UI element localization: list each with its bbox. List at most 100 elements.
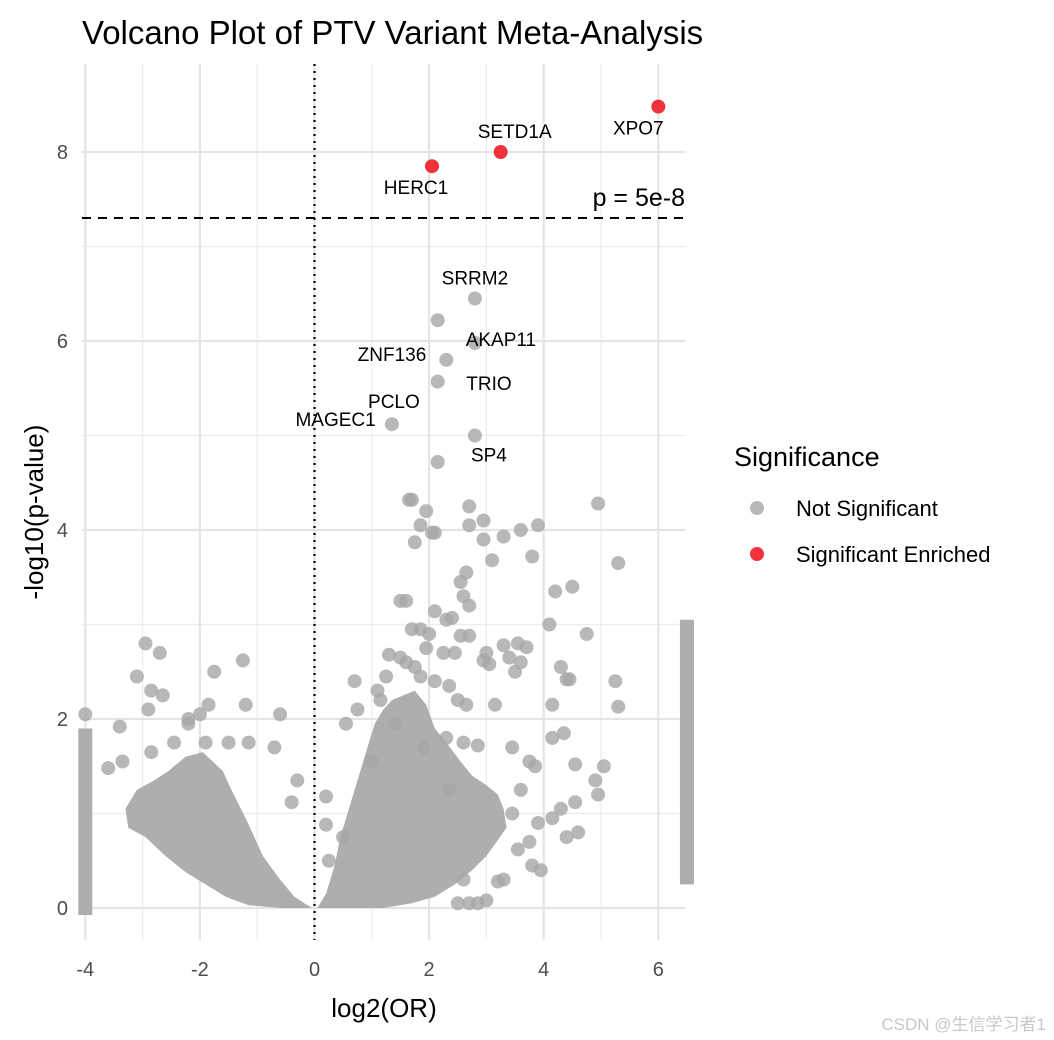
point-not-significant: [462, 518, 477, 533]
point-not-significant: [382, 647, 396, 662]
point-significant: [651, 99, 666, 114]
point-not-significant: [470, 738, 485, 753]
gene-label: SETD1A: [478, 122, 552, 143]
point-not-significant: [510, 842, 525, 857]
point-not-significant: [430, 455, 445, 469]
x-tick-label: -2: [191, 959, 209, 981]
y-tick-label: 4: [57, 520, 68, 542]
point-not-significant: [198, 735, 213, 750]
point-not-significant: [144, 683, 159, 698]
watermark: CSDN @生信学习者1: [881, 1015, 1046, 1034]
point-not-significant: [422, 627, 437, 641]
point-not-significant: [321, 853, 336, 868]
point-not-significant: [419, 504, 434, 519]
point-not-significant: [404, 492, 419, 507]
dense-point-clouds: [78, 619, 694, 915]
gene-labels: XPO7 SETD1A HERC1 SRRM2 AKAP11 ZNF136 TRIO PCLO…: [295, 119, 663, 467]
point-not-significant: [267, 740, 282, 755]
point-not-significant: [235, 653, 250, 668]
point-not-significant: [490, 874, 505, 889]
point-not-significant: [447, 645, 462, 660]
edge-strip-right: [679, 619, 694, 885]
point-not-significant: [559, 830, 574, 845]
point-not-significant: [568, 795, 583, 810]
point-not-significant: [548, 584, 563, 599]
point-not-significant: [207, 664, 222, 679]
point-not-significant: [384, 417, 399, 432]
point-not-significant: [542, 617, 557, 632]
point-not-significant: [445, 610, 459, 625]
x-axis-ticks: -4 -2 0 2 4 6: [76, 959, 663, 981]
point-not-significant: [591, 496, 606, 511]
point-not-significant: [588, 773, 603, 788]
point-not-significant: [479, 893, 494, 908]
point-not-significant: [462, 628, 477, 643]
gene-label: MAGEC1: [295, 410, 375, 431]
point-not-significant: [152, 645, 167, 660]
gene-label: HERC1: [384, 178, 448, 199]
point-not-significant: [571, 825, 586, 840]
point-not-significant: [284, 795, 299, 810]
point-not-significant: [556, 726, 571, 741]
point-not-significant: [238, 697, 253, 712]
point-not-significant: [439, 352, 454, 367]
point-not-significant: [467, 291, 482, 306]
point-not-significant: [525, 549, 540, 564]
legend-title: Significance: [734, 442, 880, 472]
legend-label-not-significant: Not Significant: [796, 496, 938, 521]
point-not-significant: [553, 801, 568, 816]
gene-label: AKAP11: [466, 330, 536, 351]
point-not-significant: [608, 674, 623, 689]
point-not-significant: [364, 754, 379, 769]
point-not-significant: [115, 754, 130, 769]
point-not-significant: [505, 806, 520, 821]
point-not-significant: [533, 863, 548, 878]
point-not-significant: [522, 834, 537, 849]
gene-label: XPO7: [613, 119, 664, 140]
y-tick-label: 0: [57, 898, 68, 920]
point-not-significant: [565, 579, 580, 594]
point-not-significant: [347, 674, 362, 689]
point-not-significant: [453, 575, 468, 589]
point-not-significant: [439, 730, 454, 745]
point-not-significant: [545, 730, 560, 745]
point-not-significant: [181, 716, 196, 731]
point-not-significant: [221, 735, 236, 750]
point-not-significant: [579, 627, 594, 641]
point-not-significant: [192, 707, 207, 722]
point-not-significant: [591, 787, 606, 802]
point-not-significant: [545, 697, 560, 712]
point-not-significant: [78, 707, 93, 722]
point-not-significant: [502, 650, 517, 665]
point-not-significant: [467, 335, 482, 350]
dense-cloud-positive: [317, 690, 507, 908]
point-not-significant: [339, 716, 353, 731]
point-not-significant: [496, 638, 511, 653]
gene-label: SRRM2: [442, 269, 509, 290]
y-tick-label: 2: [57, 709, 68, 731]
point-not-significant: [467, 428, 482, 443]
point-not-significant: [319, 817, 333, 832]
point-not-significant: [568, 757, 583, 772]
point-not-significant: [430, 313, 445, 328]
point-not-significant: [476, 513, 491, 528]
point-not-significant: [112, 719, 127, 734]
threshold-label: p = 5e-8: [593, 184, 685, 212]
point-not-significant: [462, 499, 477, 514]
gene-label: SP4: [471, 446, 507, 467]
point-not-significant: [528, 759, 543, 774]
point-not-significant: [319, 789, 333, 804]
point-not-significant: [273, 707, 288, 722]
point-not-significant: [450, 896, 465, 911]
point-not-significant: [141, 702, 156, 717]
point-not-significant: [427, 525, 442, 540]
point-not-significant: [496, 529, 511, 544]
x-tick-label: 6: [653, 959, 664, 981]
point-not-significant: [379, 669, 394, 684]
y-tick-label: 6: [57, 331, 68, 353]
point-not-significant: [413, 518, 428, 533]
point-not-significant: [129, 669, 144, 684]
data-points: [78, 99, 666, 911]
point-not-significant: [456, 872, 471, 887]
